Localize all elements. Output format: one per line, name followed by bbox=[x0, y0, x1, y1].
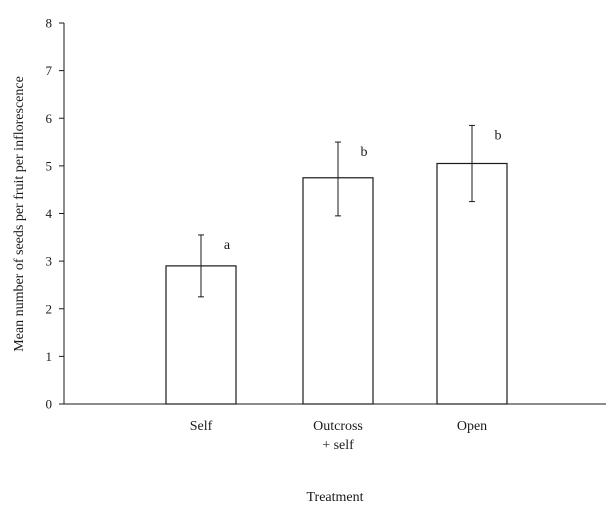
error-bars bbox=[198, 124, 475, 298]
y-tick-label: 2 bbox=[46, 301, 53, 316]
significance-labels: a b b bbox=[224, 128, 502, 253]
y-axis-ticks: 0 1 2 3 4 5 6 7 8 bbox=[46, 16, 64, 412]
y-tick-label: 4 bbox=[46, 206, 53, 221]
y-axis-title: Mean number of seeds per fruit per inflo… bbox=[12, 76, 27, 352]
x-axis-category-labels: Self Outcross + self Open bbox=[190, 419, 487, 453]
y-tick-label: 1 bbox=[46, 349, 53, 364]
x-axis-title: Treatment bbox=[306, 490, 363, 505]
y-tick-label: 8 bbox=[46, 16, 53, 31]
significance-label: a bbox=[224, 238, 231, 253]
y-tick-label: 6 bbox=[46, 111, 53, 126]
x-category-label: Outcross bbox=[313, 419, 363, 434]
x-category-label: + self bbox=[322, 438, 354, 453]
bars bbox=[165, 162, 508, 405]
y-tick-label: 7 bbox=[46, 63, 53, 78]
y-tick-label: 3 bbox=[46, 254, 53, 269]
y-tick-label: 0 bbox=[46, 397, 53, 412]
significance-label: b bbox=[495, 128, 502, 143]
x-category-label: Self bbox=[190, 419, 213, 434]
y-tick-label: 5 bbox=[46, 158, 53, 173]
x-category-label: Open bbox=[457, 419, 487, 434]
significance-label: b bbox=[361, 145, 368, 160]
